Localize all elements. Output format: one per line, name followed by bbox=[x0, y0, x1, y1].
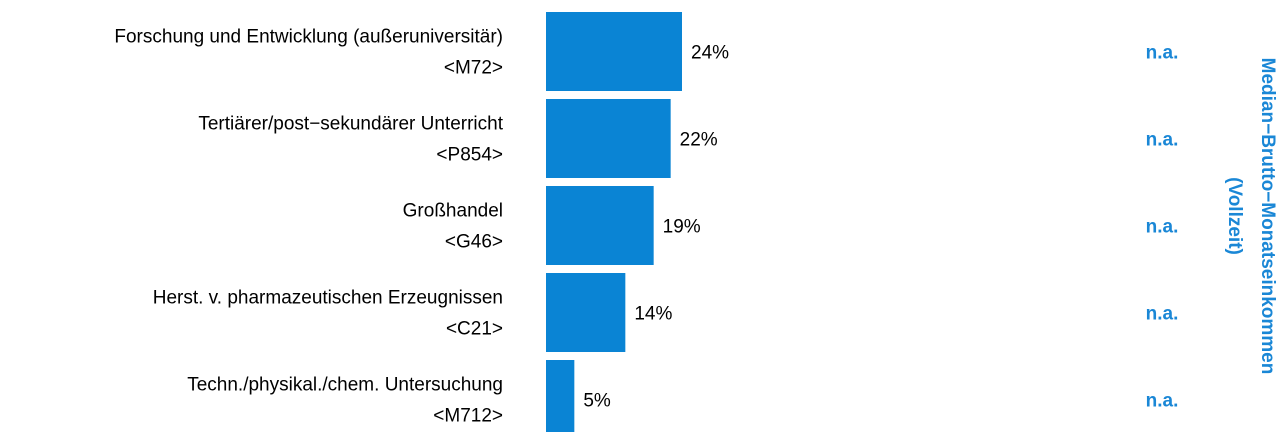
value-label: 24% bbox=[691, 43, 729, 64]
bar-row: Forschung und Entwicklung (außeruniversi… bbox=[114, 12, 1178, 91]
category-code: <G46> bbox=[445, 232, 503, 253]
category-label: Tertiärer/post−sekundärer Unterricht bbox=[198, 114, 503, 135]
bar bbox=[546, 360, 575, 432]
category-code: <C21> bbox=[446, 319, 503, 340]
median-income-value: n.a. bbox=[1146, 43, 1179, 64]
bar-row: Großhandel <G46> 19% n.a. bbox=[403, 186, 1179, 265]
bar bbox=[546, 12, 682, 91]
value-label: 22% bbox=[680, 130, 718, 151]
median-income-value: n.a. bbox=[1146, 391, 1179, 412]
median-income-value: n.a. bbox=[1146, 130, 1179, 151]
bar bbox=[546, 186, 654, 265]
side-title-line-2: (Vollzeit) bbox=[1224, 177, 1245, 255]
value-label: 19% bbox=[663, 217, 701, 238]
category-code: <M72> bbox=[444, 58, 503, 79]
side-title-line-1: Median−Brutto−Monatseinkommen bbox=[1257, 58, 1278, 375]
side-title: Median−Brutto−Monatseinkommen (Vollzeit) bbox=[1224, 58, 1278, 375]
bar-row: Techn./physikal./chem. Untersuchung <M712… bbox=[187, 360, 1178, 432]
category-label: Großhandel bbox=[403, 201, 503, 222]
category-code: <P854> bbox=[436, 145, 503, 166]
value-label: 5% bbox=[583, 391, 611, 412]
bar-row: Herst. v. pharmazeutischen Erzeugnissen <… bbox=[153, 273, 1179, 352]
chart-rows: Forschung und Entwicklung (außeruniversi… bbox=[114, 12, 1178, 432]
median-income-value: n.a. bbox=[1146, 304, 1179, 325]
category-label: Herst. v. pharmazeutischen Erzeugnissen bbox=[153, 288, 503, 309]
category-label: Techn./physikal./chem. Untersuchung bbox=[187, 375, 503, 396]
bar bbox=[546, 99, 671, 178]
median-income-value: n.a. bbox=[1146, 217, 1179, 238]
bar bbox=[546, 273, 626, 352]
bar-row: Tertiärer/post−sekundärer Unterricht <P85… bbox=[198, 99, 1178, 178]
category-label: Forschung und Entwicklung (außeruniversi… bbox=[114, 27, 503, 48]
category-code: <M712> bbox=[433, 406, 503, 427]
value-label: 14% bbox=[634, 304, 672, 325]
